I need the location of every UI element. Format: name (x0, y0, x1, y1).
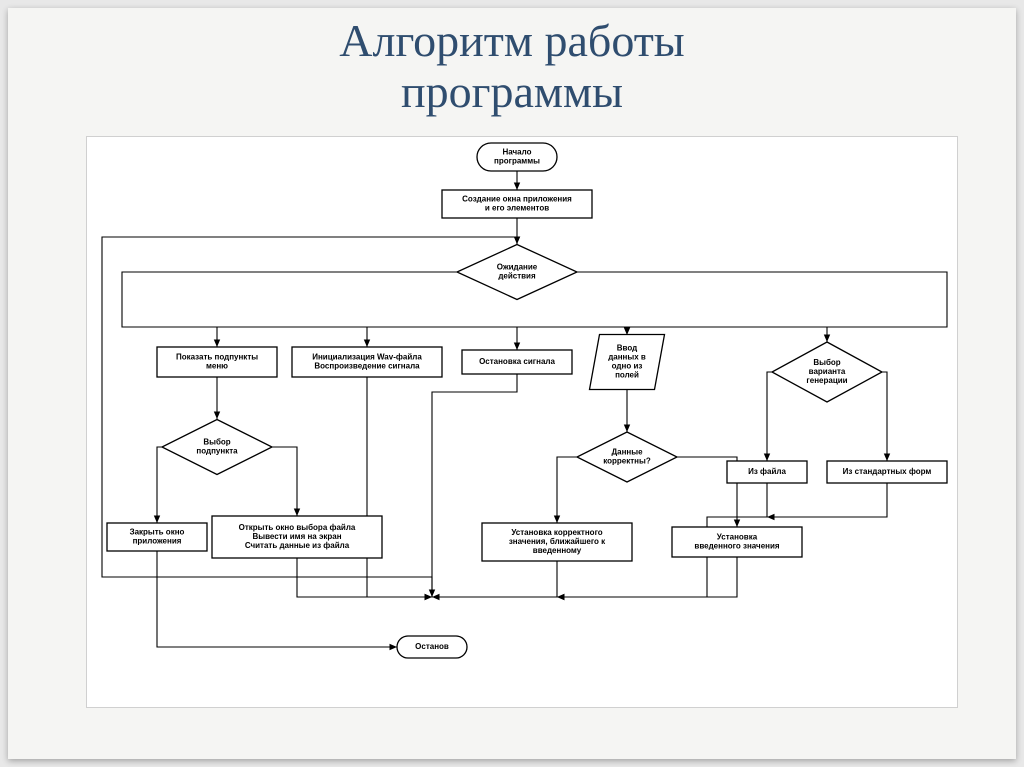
svg-text:Останов: Останов (415, 642, 449, 651)
svg-text:Вывести имя на экран: Вывести имя на экран (252, 532, 341, 541)
svg-text:Выбор: Выбор (203, 438, 230, 447)
svg-text:Из файла: Из файла (748, 467, 786, 476)
svg-text:приложения: приложения (133, 537, 182, 546)
svg-text:значения, ближайшего к: значения, ближайшего к (509, 537, 606, 546)
flowchart-canvas: Началопрограммы Создание окна приложенияи… (86, 136, 958, 708)
svg-text:Установка: Установка (717, 533, 758, 542)
svg-text:Остановка сигнала: Остановка сигнала (479, 357, 555, 366)
svg-text:корректны?: корректны? (603, 457, 651, 466)
svg-text:Выбор: Выбор (813, 358, 840, 367)
title-line-2: программы (401, 66, 623, 117)
flowchart-node: Останов (397, 636, 467, 658)
svg-text:меню: меню (206, 362, 228, 371)
svg-text:введенному: введенному (533, 546, 582, 555)
svg-text:и его элементов: и его элементов (485, 204, 549, 213)
svg-text:полей: полей (615, 371, 639, 380)
flowchart-node: Установкавведенного значения (672, 527, 802, 557)
svg-text:введенного значения: введенного значения (694, 542, 779, 551)
svg-text:Закрыть окно: Закрыть окно (130, 528, 185, 537)
svg-text:Инициализация Wav-файла: Инициализация Wav-файла (312, 353, 422, 362)
flowchart-node: Выборвариантагенерации (772, 342, 882, 402)
flowchart-node: Показать подпунктыменю (157, 347, 277, 377)
svg-text:одно из: одно из (612, 362, 643, 371)
svg-text:Показать подпункты: Показать подпункты (176, 353, 258, 362)
svg-text:Создание окна приложения: Создание окна приложения (462, 195, 572, 204)
flowchart-node: Открыть окно выбора файлаВывести имя на … (212, 516, 382, 558)
flowchart-node: Началопрограммы (477, 143, 557, 171)
svg-text:Данные: Данные (611, 448, 643, 457)
svg-text:Ожидание: Ожидание (497, 263, 538, 272)
svg-text:Открыть окно выбора файла: Открыть окно выбора файла (239, 523, 356, 532)
svg-text:Считать данные из файла: Считать данные из файла (245, 541, 350, 550)
flowchart-node: Инициализация Wav-файлаВоспроизведение с… (292, 347, 442, 377)
svg-text:действия: действия (498, 272, 536, 281)
flowchart-node: Остановка сигнала (462, 350, 572, 374)
svg-text:Установка корректного: Установка корректного (511, 528, 602, 537)
flowchart-node: Из файла (727, 461, 807, 483)
svg-text:подпункта: подпункта (196, 447, 238, 456)
svg-text:генерации: генерации (806, 376, 847, 385)
svg-text:Воспроизведение сигнала: Воспроизведение сигнала (314, 362, 420, 371)
svg-text:варианта: варианта (809, 367, 846, 376)
svg-text:Ввод: Ввод (617, 344, 637, 353)
flowchart-node: Установка корректногозначения, ближайшег… (482, 523, 632, 561)
svg-text:программы: программы (494, 157, 540, 166)
flowchart-node: Закрыть окноприложения (107, 523, 207, 551)
svg-text:Из стандартных форм: Из стандартных форм (843, 467, 932, 476)
slide: Алгоритм работы программы Началопрограмм… (8, 8, 1016, 759)
flowchart-node: Ожиданиедействия (457, 245, 577, 300)
flowchart-node: Выборподпункта (162, 420, 272, 475)
flowchart-node: Данныекорректны? (577, 432, 677, 482)
flowchart-node: Создание окна приложенияи его элементов (442, 190, 592, 218)
flowchart-node: Вводданных водно изполей (590, 335, 665, 390)
flowchart-svg: Началопрограммы Создание окна приложенияи… (87, 137, 957, 707)
svg-text:Начало: Начало (503, 148, 532, 157)
svg-text:данных в: данных в (608, 353, 646, 362)
flowchart-node: Из стандартных форм (827, 461, 947, 483)
title-line-1: Алгоритм работы (339, 15, 684, 66)
slide-title: Алгоритм работы программы (8, 8, 1016, 117)
